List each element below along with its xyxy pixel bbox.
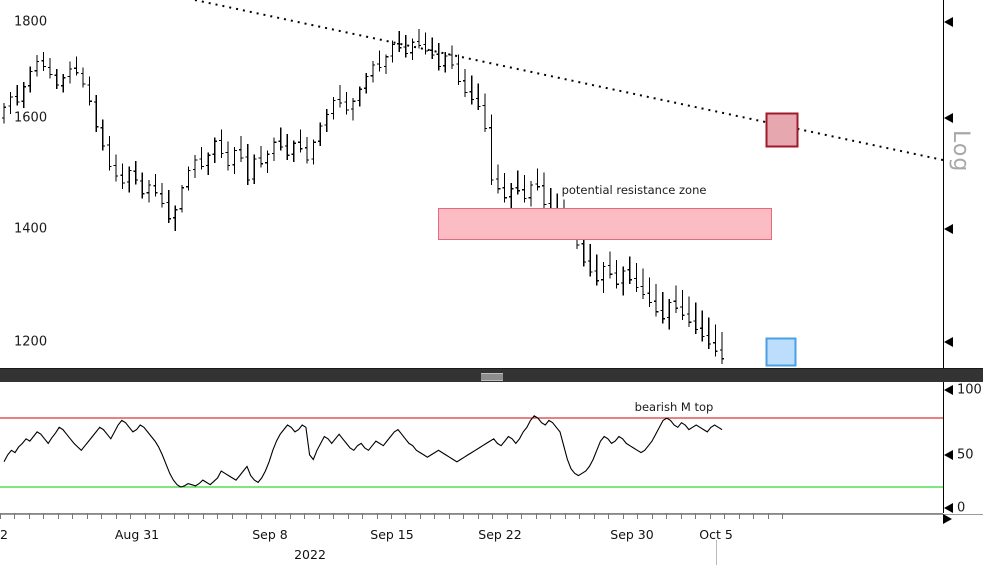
rsi-tick-label-100: 100 [957, 382, 982, 398]
price-tick-label-1600: 1600 [14, 110, 48, 126]
x-tick-label-2: 2 [0, 527, 8, 542]
price-panel[interactable]: potential resistance zone 1800 1600 1400 12… [0, 0, 983, 368]
x-axis-ticks-svg [0, 513, 943, 519]
price-tick-label-1800: 1800 [14, 14, 48, 30]
x-axis-unit-label: 2022 [294, 547, 326, 562]
annotation-bearish-m-top: bearish M top [634, 400, 714, 414]
x-tick-label-aug-31: Aug 31 [114, 527, 160, 542]
price-plot-area[interactable] [0, 0, 943, 368]
price-axis-spine [943, 0, 944, 368]
price-axis-scale-label: Log [948, 130, 973, 173]
x-tick-label-sep-30: Sep 30 [610, 527, 654, 542]
x-tick-label-sep-22: Sep 22 [478, 527, 522, 542]
rsi-tick-label-0: 0 [957, 500, 966, 516]
rsi-series-svg [0, 415, 943, 488]
x-tick-label-sep-8: Sep 8 [252, 527, 288, 542]
price-tick-label-1200: 1200 [14, 334, 48, 350]
x-axis: 2 Aug 31 Sep 8 Sep 15 Sep 22 Sep 30 Oct 5 2022 [0, 513, 943, 565]
x-tick-label-oct-5: Oct 5 [699, 527, 733, 542]
price-overlay-svg [194, 0, 943, 367]
price-tick-label-1400: 1400 [14, 221, 48, 237]
splitter-grip-handle[interactable] [480, 373, 503, 381]
rsi-plot-area[interactable] [0, 382, 943, 513]
x-tick-label-sep-15: Sep 15 [370, 527, 414, 542]
rsi-axis-spine [943, 382, 944, 513]
annotation-potential-resistance-zone: potential resistance zone [561, 183, 707, 197]
rsi-panel[interactable] [0, 382, 983, 515]
rsi-tick-label-50: 50 [957, 447, 974, 463]
